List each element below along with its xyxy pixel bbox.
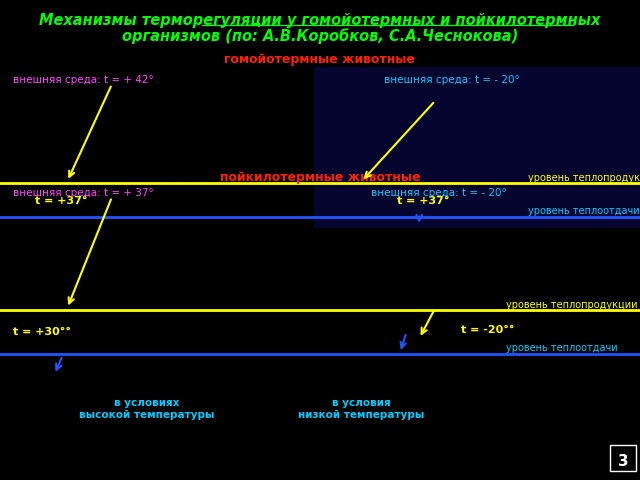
Text: t = -20°°: t = -20°° xyxy=(461,325,515,335)
Text: внешняя среда: t = - 20°: внешняя среда: t = - 20° xyxy=(371,189,507,198)
Text: организмов (по: А.В.Коробков, С.А.Чеснокова): организмов (по: А.В.Коробков, С.А.Чеснок… xyxy=(122,29,518,44)
Text: t = +37°: t = +37° xyxy=(35,196,88,205)
Text: уровень теплоотдачи: уровень теплоотдачи xyxy=(528,206,639,216)
Text: пойкилотермные животные: пойкилотермные животные xyxy=(220,171,420,184)
Text: в условия
низкой температуры: в условия низкой температуры xyxy=(298,398,425,420)
Text: внешняя среда: t = + 42°: внешняя среда: t = + 42° xyxy=(13,75,154,85)
Text: 3: 3 xyxy=(618,454,628,469)
Text: гомойотермные животные: гомойотермные животные xyxy=(225,53,415,67)
Text: уровень теплопродукции: уровень теплопродукции xyxy=(506,300,637,310)
Text: уровень теплоотдачи: уровень теплоотдачи xyxy=(506,343,617,353)
Text: t = +37°: t = +37° xyxy=(397,196,449,205)
Text: в условиях
высокой температуры: в условиях высокой температуры xyxy=(79,398,215,420)
Text: уровень теплопродукции: уровень теплопродукции xyxy=(528,173,640,182)
Text: t = +30°°: t = +30°° xyxy=(13,327,71,337)
Text: внешняя среда: t = - 20°: внешняя среда: t = - 20° xyxy=(384,75,520,85)
Text: Механизмы терморегуляции у гомойотермных и пойкилотермных: Механизмы терморегуляции у гомойотермных… xyxy=(39,13,601,28)
Text: внешняя среда: t = + 37°: внешняя среда: t = + 37° xyxy=(13,189,154,198)
Bar xyxy=(314,67,640,228)
